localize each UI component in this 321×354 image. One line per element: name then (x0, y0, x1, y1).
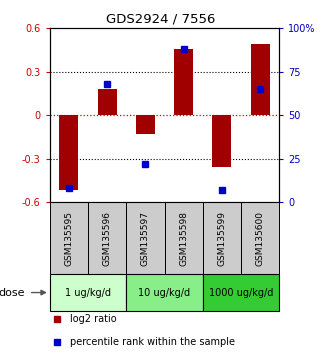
Bar (126, 274, 203, 311)
Bar (50, 274, 126, 311)
Text: log2 ratio: log2 ratio (70, 314, 117, 324)
Bar (203, 202, 241, 274)
Bar (98, 89, 117, 115)
Bar (212, 115, 231, 167)
Text: 1000 ug/kg/d: 1000 ug/kg/d (209, 287, 273, 298)
Bar (241, 202, 279, 274)
Bar (174, 48, 193, 115)
Text: 10 ug/kg/d: 10 ug/kg/d (138, 287, 191, 298)
Bar (126, 202, 164, 274)
Bar (59, 115, 78, 190)
Text: GSM135599: GSM135599 (217, 211, 226, 266)
Text: GSM135595: GSM135595 (65, 211, 74, 266)
Text: GSM135597: GSM135597 (141, 211, 150, 266)
Bar (203, 274, 279, 311)
Bar (136, 115, 155, 134)
Text: GSM135596: GSM135596 (103, 211, 112, 266)
Text: percentile rank within the sample: percentile rank within the sample (70, 337, 235, 347)
Bar (50, 202, 88, 274)
Text: 1 ug/kg/d: 1 ug/kg/d (65, 287, 111, 298)
Text: GDS2924 / 7556: GDS2924 / 7556 (106, 12, 215, 25)
Bar (164, 202, 203, 274)
Bar (251, 44, 270, 115)
Text: GSM135598: GSM135598 (179, 211, 188, 266)
Text: dose: dose (0, 287, 25, 298)
Bar (88, 202, 126, 274)
Text: GSM135600: GSM135600 (256, 211, 265, 266)
